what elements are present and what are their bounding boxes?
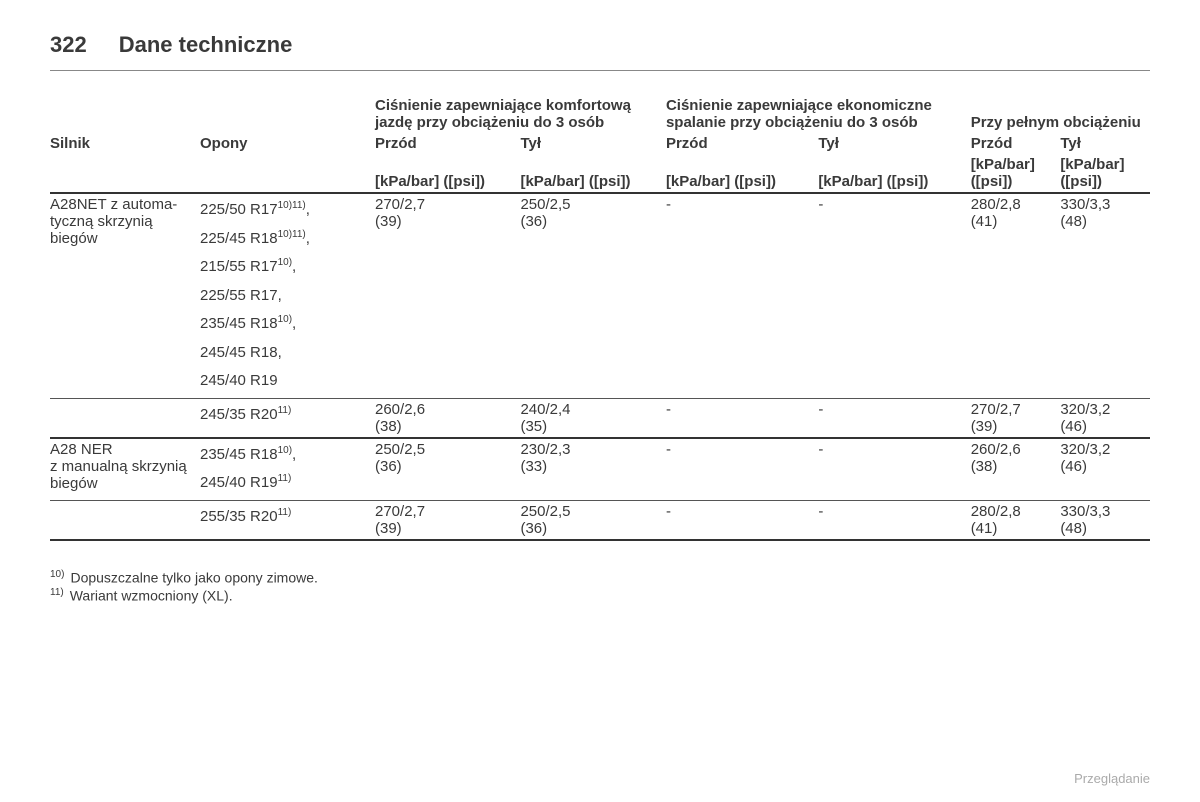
pressure-cell: 280/2,8(41) <box>971 500 1061 540</box>
pressure-cell: 280/2,8(41) <box>971 193 1061 398</box>
pressure-cell: 330/3,3(48) <box>1060 193 1150 398</box>
tyre-spec: 245/40 R19 <box>200 367 369 396</box>
engine-cell: A28 NER z manualną skrzynią biegów <box>50 438 200 501</box>
pressure-cell: - <box>818 438 970 501</box>
col-group-eco: Ciśnienie zapewniające ekonomiczne spala… <box>666 95 971 133</box>
pressure-cell: 330/3,3(48) <box>1060 500 1150 540</box>
page-header: 322 Dane techniczne <box>50 32 1150 71</box>
units-full-rear: [kPa/bar] ([psi]) <box>1060 154 1150 193</box>
table-row: A28 NER z manualną skrzynią biegów235/45… <box>50 438 1150 501</box>
pressure-cell: 250/2,5(36) <box>520 193 665 398</box>
pressure-cell: 320/3,2(46) <box>1060 398 1150 438</box>
pressure-cell: 270/2,7(39) <box>375 193 520 398</box>
pressure-cell: 260/2,6(38) <box>375 398 520 438</box>
col-full-front: Przód <box>971 133 1061 154</box>
col-group-comfort: Ciśnienie zapewniające komfortową jazdę … <box>375 95 666 133</box>
table-row: 255/35 R2011)270/2,7(39)250/2,5(36)--280… <box>50 500 1150 540</box>
pressure-cell: - <box>818 500 970 540</box>
table-row: A28NET z automa­tyczną skrzynią biegów22… <box>50 193 1150 398</box>
pressure-cell: 250/2,5(36) <box>375 438 520 501</box>
tyre-spec: 225/50 R1710)11), <box>200 196 369 225</box>
units-comfort-rear: [kPa/bar] ([psi]) <box>520 154 665 193</box>
tyre-spec: 215/55 R1710), <box>200 253 369 282</box>
tyre-spec: 245/35 R2011) <box>200 401 369 430</box>
units-full-front: [kPa/bar] ([psi]) <box>971 154 1061 193</box>
col-comfort-front: Przód <box>375 133 520 154</box>
pressure-cell: - <box>818 398 970 438</box>
footnotes: 10)Dopuszczalne tylko jako opony zimowe.… <box>50 569 1150 604</box>
pressure-cell: 230/2,3(33) <box>520 438 665 501</box>
col-tyres: Opony <box>200 133 375 154</box>
pressure-cell: 270/2,7(39) <box>375 500 520 540</box>
pressure-cell: 240/2,4(35) <box>520 398 665 438</box>
tyre-spec: 255/35 R2011) <box>200 503 369 532</box>
pressure-cell: 260/2,6(38) <box>971 438 1061 501</box>
tyres-cell: 245/35 R2011) <box>200 398 375 438</box>
pressure-cell: - <box>666 438 818 501</box>
tyres-cell: 255/35 R2011) <box>200 500 375 540</box>
tyre-spec: 235/45 R1810), <box>200 441 369 470</box>
pressure-cell: - <box>666 193 818 398</box>
col-eco-rear: Tył <box>818 133 970 154</box>
tyre-pressure-table: Ciśnienie zapewniające komfortową jazdę … <box>50 95 1150 541</box>
tyre-spec: 245/40 R1911) <box>200 469 369 498</box>
col-full-rear: Tył <box>1060 133 1150 154</box>
pressure-cell: - <box>666 500 818 540</box>
tyre-spec: 225/55 R17, <box>200 282 369 311</box>
pressure-cell: 250/2,5(36) <box>520 500 665 540</box>
units-eco-rear: [kPa/bar] ([psi]) <box>818 154 970 193</box>
engine-cell <box>50 500 200 540</box>
pressure-cell: - <box>666 398 818 438</box>
col-eco-front: Przód <box>666 133 818 154</box>
tyre-spec: 245/45 R18, <box>200 339 369 368</box>
pressure-cell: 320/3,2(46) <box>1060 438 1150 501</box>
engine-cell: A28NET z automa­tyczną skrzynią biegów <box>50 193 200 398</box>
footnote: 11)Wariant wzmocniony (XL). <box>50 587 1150 604</box>
tyres-cell: 225/50 R1710)11),225/45 R1810)11),215/55… <box>200 193 375 398</box>
table-row: 245/35 R2011)260/2,6(38)240/2,4(35)--270… <box>50 398 1150 438</box>
tyre-spec: 225/45 R1810)11), <box>200 225 369 254</box>
col-comfort-rear: Tył <box>520 133 665 154</box>
units-comfort-front: [kPa/bar] ([psi]) <box>375 154 520 193</box>
units-eco-front: [kPa/bar] ([psi]) <box>666 154 818 193</box>
pressure-cell: 270/2,7(39) <box>971 398 1061 438</box>
tyres-cell: 235/45 R1810),245/40 R1911) <box>200 438 375 501</box>
pressure-cell: - <box>818 193 970 398</box>
engine-cell <box>50 398 200 438</box>
col-group-full: Przy pełnym obciążeniu <box>971 95 1150 133</box>
page-number: 322 <box>50 32 87 58</box>
footnote: 10)Dopuszczalne tylko jako opony zimowe. <box>50 569 1150 586</box>
footer-label: Przeglądanie <box>1074 771 1150 786</box>
col-engine: Silnik <box>50 133 200 154</box>
page-title: Dane techniczne <box>119 32 293 58</box>
tyre-spec: 235/45 R1810), <box>200 310 369 339</box>
